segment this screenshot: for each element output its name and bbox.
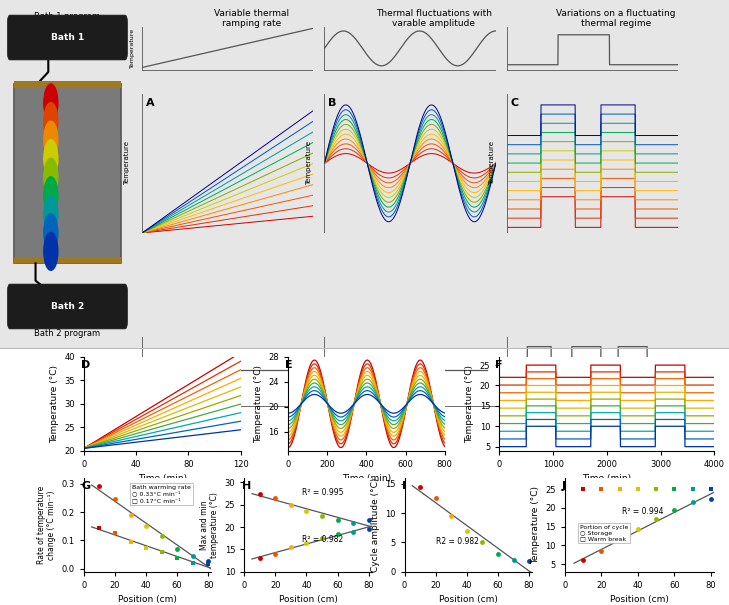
X-axis label: Position (cm): Position (cm) bbox=[439, 595, 498, 604]
Bar bbox=[14, 257, 121, 263]
Text: Bath 2 program: Bath 2 program bbox=[34, 329, 101, 338]
Text: R² = 0.982: R² = 0.982 bbox=[302, 535, 343, 544]
Circle shape bbox=[44, 232, 58, 270]
FancyBboxPatch shape bbox=[7, 15, 128, 60]
Text: Time: Time bbox=[583, 419, 601, 428]
X-axis label: Time (min): Time (min) bbox=[342, 474, 391, 483]
Circle shape bbox=[44, 103, 58, 140]
X-axis label: Position (cm): Position (cm) bbox=[278, 595, 338, 604]
Text: G: G bbox=[82, 481, 90, 491]
Text: Time: Time bbox=[219, 419, 237, 428]
Text: Variable thermal
ramping rate: Variable thermal ramping rate bbox=[214, 9, 289, 28]
Circle shape bbox=[44, 140, 58, 178]
Text: Bath 2: Bath 2 bbox=[51, 302, 84, 311]
Text: A: A bbox=[146, 98, 155, 108]
Text: R² = 0.995: R² = 0.995 bbox=[302, 488, 343, 497]
Text: I: I bbox=[402, 481, 406, 491]
Y-axis label: Temperature (°C): Temperature (°C) bbox=[531, 486, 540, 564]
Circle shape bbox=[44, 121, 58, 159]
Text: Temperature: Temperature bbox=[130, 28, 136, 68]
Text: Portion of cycle
○ Storage
□ Warm break: Portion of cycle ○ Storage □ Warm break bbox=[580, 525, 628, 541]
Text: C: C bbox=[510, 98, 518, 108]
Text: Temperature: Temperature bbox=[124, 142, 130, 185]
Text: E: E bbox=[285, 360, 292, 370]
Circle shape bbox=[44, 177, 58, 215]
Text: Thermal fluctuations with
varable amplitude: Thermal fluctuations with varable amplit… bbox=[375, 9, 492, 28]
Text: R2 = 0.982: R2 = 0.982 bbox=[437, 537, 480, 546]
Circle shape bbox=[44, 214, 58, 252]
Text: Temperature: Temperature bbox=[488, 142, 495, 185]
Text: Time: Time bbox=[401, 419, 419, 428]
Circle shape bbox=[44, 84, 58, 122]
Text: D: D bbox=[81, 360, 90, 370]
Text: J: J bbox=[562, 481, 566, 491]
Y-axis label: Temperature (°C): Temperature (°C) bbox=[50, 365, 58, 443]
Y-axis label: Temperature (°C): Temperature (°C) bbox=[465, 365, 475, 443]
Y-axis label: Max and min
temperature (°C): Max and min temperature (°C) bbox=[200, 492, 219, 558]
Text: Bath 1 program: Bath 1 program bbox=[34, 11, 101, 21]
Text: B: B bbox=[328, 98, 336, 108]
X-axis label: Position (cm): Position (cm) bbox=[610, 595, 669, 604]
Text: Bath 1: Bath 1 bbox=[51, 33, 84, 42]
X-axis label: Time (min): Time (min) bbox=[582, 474, 631, 483]
FancyBboxPatch shape bbox=[7, 284, 128, 329]
Text: R² = 0.994: R² = 0.994 bbox=[622, 506, 663, 515]
Y-axis label: Rate of temperature
change (°C min⁻¹): Rate of temperature change (°C min⁻¹) bbox=[36, 486, 56, 564]
Text: Variations on a fluctuating
thermal regime: Variations on a fluctuating thermal regi… bbox=[556, 9, 676, 28]
Y-axis label: Temperature (°C): Temperature (°C) bbox=[254, 365, 262, 443]
Bar bbox=[14, 84, 121, 263]
Bar bbox=[14, 81, 121, 88]
X-axis label: Time (min): Time (min) bbox=[138, 474, 187, 483]
Circle shape bbox=[44, 195, 58, 233]
Text: Temperature: Temperature bbox=[306, 142, 313, 185]
Circle shape bbox=[44, 159, 58, 196]
Text: Bath warming rate
○ 0.33°C min⁻¹
□ 0.17°C min⁻¹: Bath warming rate ○ 0.33°C min⁻¹ □ 0.17°… bbox=[133, 485, 191, 503]
Text: H: H bbox=[241, 481, 251, 491]
Y-axis label: Cycle amplitude (°C): Cycle amplitude (°C) bbox=[370, 478, 380, 572]
Text: F: F bbox=[495, 360, 502, 370]
X-axis label: Position (cm): Position (cm) bbox=[118, 595, 177, 604]
